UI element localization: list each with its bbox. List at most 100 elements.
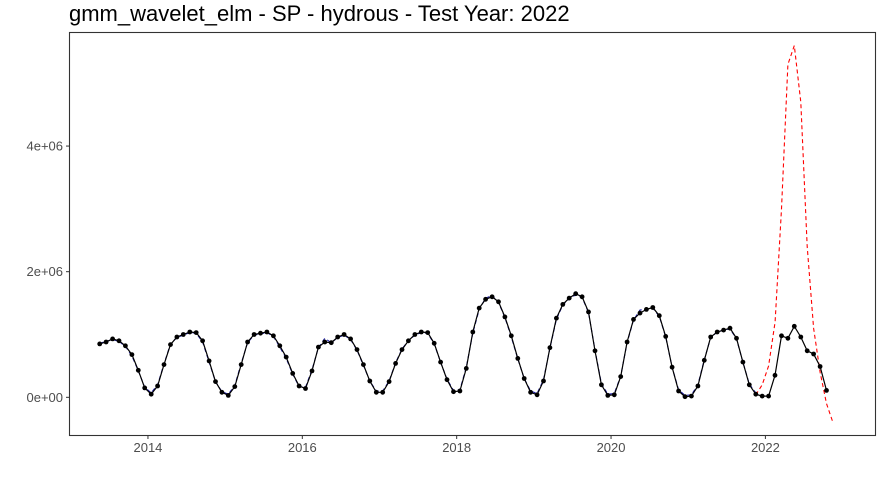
data-point [328,340,334,346]
data-point [110,336,115,342]
data-point [631,317,636,322]
data-point [406,338,411,344]
data-point [380,389,386,395]
data-point [502,314,508,320]
data-point [573,291,579,297]
data-point [611,392,617,398]
data-point [476,305,482,311]
data-point [817,364,823,369]
data-point [251,332,257,337]
data-point [772,372,778,378]
data-point [528,389,533,395]
data-point [303,386,308,391]
data-point [682,394,688,400]
data-point [470,329,476,335]
data-point [663,334,669,339]
data-point [168,342,173,347]
data-point [444,377,450,383]
data-point [431,340,437,346]
data-point [708,334,714,340]
data-point [592,348,598,354]
y-axis: 0e+00 2e+06 4e+06 [26,139,70,405]
data-point [322,339,328,345]
data-point [245,339,251,345]
data-point [399,347,405,352]
data-point [734,335,739,341]
series-layer [97,45,834,423]
data-point [206,358,212,364]
data-point [283,354,289,360]
data-point [103,339,109,345]
y-tick-label: 0e+00 [26,390,63,405]
data-point [798,334,804,340]
data-point [489,294,495,300]
data-point [483,296,488,302]
data-point [193,330,199,335]
data-point [200,338,206,344]
data-point [174,334,180,340]
data-point [791,323,797,329]
data-point [746,382,752,388]
plot-panel [68,31,877,437]
data-point [669,364,675,370]
series-line-forecast [755,45,834,423]
data-point [316,344,321,350]
data-point [753,391,759,397]
data-point [727,325,733,331]
data-point [418,329,424,335]
data-point [463,366,469,371]
data-point [759,393,765,399]
data-point [656,313,662,319]
data-point [258,330,263,336]
data-point [785,335,791,341]
x-tick-label: 2016 [288,440,317,455]
data-point [225,393,231,398]
data-point [296,383,302,389]
data-point [740,359,746,365]
data-point [116,338,122,344]
data-point [135,367,141,373]
data-point [451,389,456,395]
data-point [508,333,514,339]
data-point [425,330,431,335]
data-point [335,334,341,340]
data-point [605,393,611,398]
data-point [142,385,148,391]
data-point [277,343,283,349]
data-point [804,348,810,354]
data-point [560,302,566,307]
data-point [515,356,521,361]
data-point [586,309,591,315]
y-tick-label: 2e+06 [26,264,63,279]
data-point [766,393,771,399]
data-point [367,378,373,384]
series-line-actual [99,293,828,398]
data-point [354,347,360,352]
data-point [180,332,186,337]
data-point [644,307,649,312]
data-point [637,310,643,316]
data-point [779,333,784,339]
data-point [290,371,296,376]
data-point [496,299,501,305]
data-point [232,384,238,389]
data-point [341,332,347,337]
data-point [579,294,585,300]
data-point [701,357,707,363]
x-tick-label: 2022 [751,440,780,455]
data-point [534,392,540,398]
data-point [521,376,527,381]
data-point [129,352,135,357]
series-line-fitted [99,294,757,396]
data-point [161,362,167,367]
data-point [238,362,244,367]
data-point [566,295,572,301]
x-tick-label: 2018 [442,440,471,455]
data-point [187,329,193,335]
data-point [824,388,829,393]
y-tick-label: 4e+06 [26,139,63,154]
data-point [361,362,366,367]
data-point [695,383,701,389]
data-point [714,329,720,335]
